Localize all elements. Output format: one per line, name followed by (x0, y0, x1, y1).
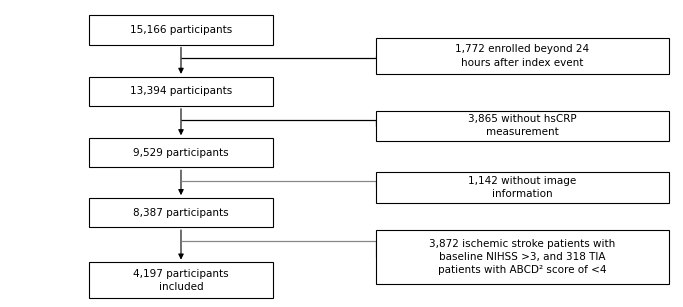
Text: 3,865 without hsCRP
measurement: 3,865 without hsCRP measurement (468, 114, 577, 138)
Text: 3,872 ischemic stroke patients with
baseline NIHSS >3, and 318 TIA
patients with: 3,872 ischemic stroke patients with base… (430, 239, 615, 275)
Text: 4,197 participants
included: 4,197 participants included (133, 269, 229, 292)
FancyBboxPatch shape (89, 262, 273, 298)
Text: 8,387 participants: 8,387 participants (133, 208, 229, 218)
FancyBboxPatch shape (376, 38, 669, 74)
Text: 9,529 participants: 9,529 participants (133, 148, 229, 158)
FancyBboxPatch shape (89, 138, 273, 167)
Text: 13,394 participants: 13,394 participants (130, 86, 232, 96)
Text: 1,772 enrolled beyond 24
hours after index event: 1,772 enrolled beyond 24 hours after ind… (456, 45, 589, 68)
FancyBboxPatch shape (89, 15, 273, 45)
FancyBboxPatch shape (89, 198, 273, 227)
FancyBboxPatch shape (376, 172, 669, 203)
FancyBboxPatch shape (376, 111, 669, 141)
FancyBboxPatch shape (89, 77, 273, 106)
Text: 15,166 participants: 15,166 participants (130, 25, 232, 35)
FancyBboxPatch shape (376, 230, 669, 284)
Text: 1,142 without image
information: 1,142 without image information (469, 176, 576, 199)
